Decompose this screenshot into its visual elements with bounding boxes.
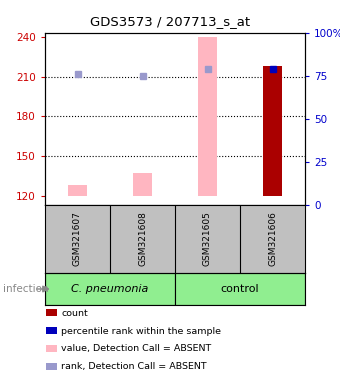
Bar [46,309,57,316]
Bar [46,363,57,370]
Bar [45,273,175,305]
Bar [46,345,57,352]
Text: value, Detection Call = ABSENT: value, Detection Call = ABSENT [61,344,211,354]
Text: control: control [221,284,259,294]
Text: GDS3573 / 207713_s_at: GDS3573 / 207713_s_at [90,15,250,28]
Text: GSM321605: GSM321605 [203,212,212,266]
Bar [199,37,217,196]
Bar [133,173,152,196]
Text: infection: infection [3,284,49,294]
Text: rank, Detection Call = ABSENT: rank, Detection Call = ABSENT [61,362,207,371]
Text: GSM321607: GSM321607 [73,212,82,266]
Text: count: count [61,308,88,318]
Bar [46,327,57,334]
Text: GSM321606: GSM321606 [268,212,277,266]
Text: percentile rank within the sample: percentile rank within the sample [61,326,221,336]
Text: C. pneumonia: C. pneumonia [71,284,149,294]
Bar [175,273,305,305]
Bar [68,185,87,196]
Text: GSM321608: GSM321608 [138,212,147,266]
Bar [264,66,282,196]
